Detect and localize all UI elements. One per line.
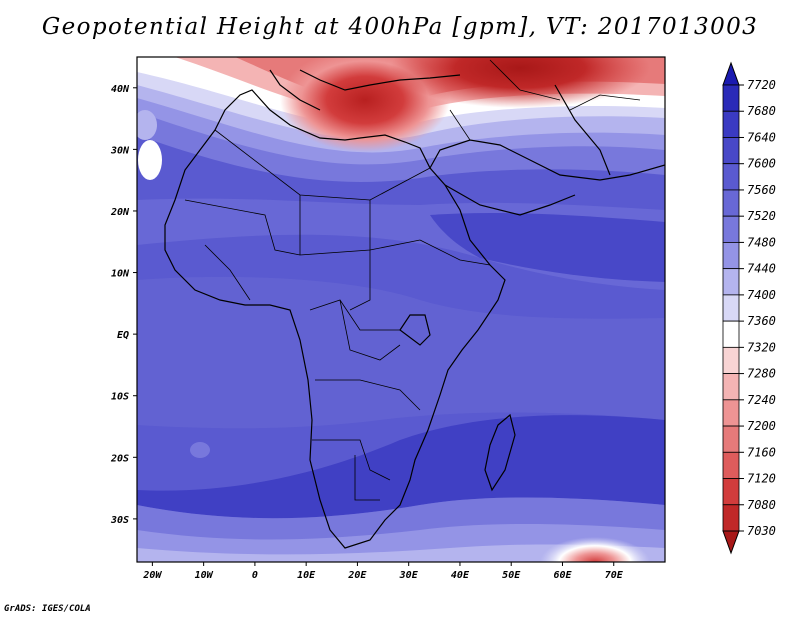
colorbar-swatch bbox=[722, 425, 740, 453]
colorbar-label: 7280 bbox=[747, 367, 776, 381]
colorbar-swatch bbox=[722, 163, 740, 191]
colorbar: 7720 7680 7640 7600 7560 7520 7480 7440 7400 7360… bbox=[722, 61, 776, 555]
coastlines bbox=[164, 69, 665, 549]
colorbar-label: 7240 bbox=[747, 393, 776, 407]
lon-tick-label: 0 bbox=[252, 570, 258, 581]
colorbar-label: 7600 bbox=[747, 157, 776, 171]
colorbar-label: 7200 bbox=[747, 419, 776, 433]
lon-tick-label: 10W bbox=[195, 570, 214, 581]
colorbar-swatch bbox=[722, 189, 740, 217]
lon-tick-label: 30E bbox=[399, 570, 419, 581]
grads-credit: GrADS: IGES/COLA bbox=[4, 604, 91, 614]
colorbar-label: 7160 bbox=[747, 445, 776, 459]
lat-tick-label: EQ bbox=[117, 330, 129, 341]
colorbar-swatch bbox=[722, 137, 740, 165]
lat-tick-label: 40N bbox=[111, 84, 130, 95]
lon-tick-label: 20W bbox=[142, 570, 162, 581]
colorbar-swatch bbox=[722, 215, 740, 243]
axis-ticks: 20W 10W 0 10E 20E 30E 40E 50E 60E 70E 40N 30N 20N 10N… bbox=[110, 84, 624, 581]
colorbar-swatch bbox=[722, 242, 740, 270]
colorbar-swatch bbox=[722, 84, 740, 112]
colorbar-label: 7520 bbox=[747, 209, 776, 223]
colorbar-swatch bbox=[722, 399, 740, 427]
colorbar-max-arrow bbox=[722, 61, 740, 86]
lon-tick-label: 40E bbox=[451, 570, 470, 581]
lat-tick-label: 10S bbox=[111, 392, 129, 403]
colorbar-swatch bbox=[722, 504, 740, 532]
colorbar-label: 7440 bbox=[747, 262, 776, 276]
lon-tick-label: 70E bbox=[605, 570, 624, 581]
lat-tick-label: 10N bbox=[111, 269, 130, 280]
plot-frame bbox=[136, 56, 666, 563]
lon-tick-label: 20E bbox=[347, 570, 367, 581]
colorbar-label: 7120 bbox=[747, 472, 776, 486]
country-borders bbox=[184, 59, 641, 501]
colorbar-label: 7480 bbox=[747, 235, 776, 249]
colorbar-label: 7680 bbox=[747, 104, 776, 118]
lon-tick-label: 60E bbox=[553, 570, 572, 581]
colorbar-swatch bbox=[722, 268, 740, 296]
colorbar-label: 7640 bbox=[747, 130, 776, 144]
lon-tick-label: 10E bbox=[297, 570, 316, 581]
colorbar-swatch bbox=[722, 294, 740, 322]
colorbar-label: 7400 bbox=[747, 288, 776, 302]
colorbar-swatch bbox=[722, 478, 740, 506]
colorbar-swatch bbox=[722, 373, 740, 401]
colorbar-label: 7560 bbox=[747, 183, 776, 197]
colorbar-min-arrow bbox=[722, 530, 740, 555]
lat-tick-label: 30N bbox=[110, 145, 130, 156]
colorbar-swatch bbox=[722, 346, 740, 374]
lon-tick-label: 50E bbox=[502, 570, 521, 581]
colorbar-label: 7360 bbox=[747, 314, 776, 328]
colorbar-label: 7080 bbox=[747, 498, 776, 512]
colorbar-swatch bbox=[722, 320, 740, 348]
lat-tick-label: 20N bbox=[110, 207, 130, 218]
colorbar-label: 7720 bbox=[747, 78, 776, 92]
colorbar-swatch bbox=[722, 110, 740, 138]
colorbar-swatch bbox=[722, 451, 740, 479]
contour-field bbox=[137, 57, 665, 562]
colorbar-label: 7320 bbox=[747, 340, 776, 354]
lat-tick-label: 20S bbox=[110, 453, 129, 464]
map-title: Geopotential Height at 400hPa [gpm], VT:… bbox=[41, 14, 759, 40]
lat-tick-label: 30S bbox=[110, 515, 129, 526]
colorbar-label: 7030 bbox=[747, 524, 776, 538]
